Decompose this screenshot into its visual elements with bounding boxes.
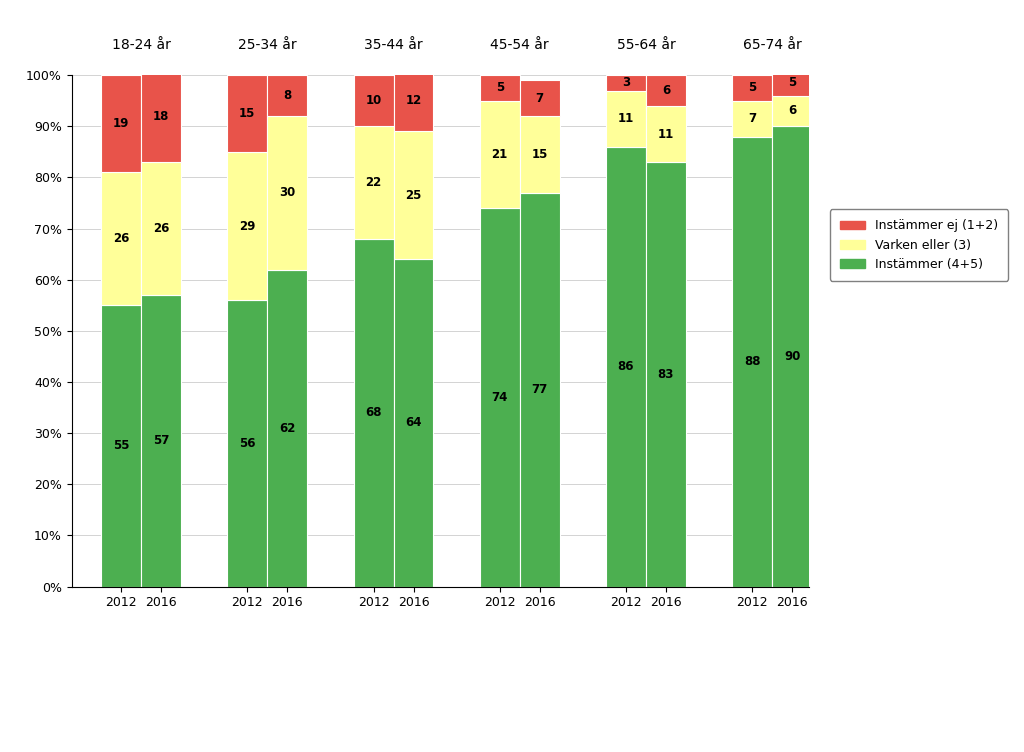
Text: 45-54 år: 45-54 år	[490, 38, 549, 52]
Bar	[772, 70, 812, 96]
Text: 5: 5	[788, 77, 797, 89]
Text: 29: 29	[240, 220, 256, 232]
Text: 5: 5	[496, 81, 504, 95]
Legend: Instämmer ej (1+2), Varken eller (3), Instämmer (4+5): Instämmer ej (1+2), Varken eller (3), In…	[830, 209, 1008, 280]
Bar	[227, 152, 267, 300]
Bar	[646, 106, 686, 162]
Bar	[353, 126, 393, 239]
Text: 30: 30	[280, 186, 295, 199]
Text: 7: 7	[749, 112, 757, 125]
Text: 19: 19	[113, 117, 129, 130]
Text: 65-74 år: 65-74 år	[742, 38, 802, 52]
Bar	[101, 172, 141, 305]
Text: 55-64 år: 55-64 år	[616, 38, 675, 52]
Text: 88: 88	[743, 355, 761, 368]
Text: 57: 57	[153, 435, 169, 447]
Bar	[480, 208, 520, 587]
Text: 5: 5	[749, 81, 757, 95]
Text: 86: 86	[617, 360, 634, 373]
Bar	[772, 126, 812, 587]
Bar	[267, 116, 307, 269]
Text: 11: 11	[657, 128, 674, 141]
Text: 3: 3	[622, 77, 630, 89]
Text: 7: 7	[536, 92, 544, 105]
Bar	[520, 116, 560, 193]
Text: 26: 26	[153, 222, 169, 235]
Bar	[646, 75, 686, 106]
Text: 6: 6	[788, 105, 797, 117]
Bar	[267, 75, 307, 116]
Text: 12: 12	[406, 94, 422, 108]
Text: 25: 25	[406, 189, 422, 202]
Bar	[772, 96, 812, 126]
Bar	[520, 80, 560, 116]
Text: 64: 64	[406, 417, 422, 429]
Bar	[393, 259, 433, 587]
Bar	[141, 162, 181, 295]
Bar	[606, 147, 646, 587]
Bar	[732, 101, 772, 137]
Text: 6: 6	[662, 84, 670, 97]
Bar	[101, 305, 141, 587]
Text: 25-34 år: 25-34 år	[238, 38, 297, 52]
Bar	[227, 75, 267, 152]
Text: 90: 90	[784, 350, 801, 363]
Text: 83: 83	[657, 368, 674, 381]
Bar	[732, 137, 772, 587]
Bar	[606, 75, 646, 90]
Text: 21: 21	[492, 148, 508, 161]
Text: 35-44 år: 35-44 år	[365, 38, 423, 52]
Bar	[480, 101, 520, 208]
Text: 18-24 år: 18-24 år	[112, 38, 171, 52]
Bar	[267, 269, 307, 587]
Bar	[732, 75, 772, 101]
Bar	[393, 132, 433, 259]
Bar	[480, 75, 520, 101]
Text: 11: 11	[617, 112, 634, 125]
Bar	[141, 70, 181, 162]
Text: 10: 10	[366, 94, 382, 108]
Bar	[646, 162, 686, 587]
Text: 15: 15	[531, 148, 548, 161]
Text: 8: 8	[284, 89, 292, 102]
Text: 26: 26	[113, 232, 129, 245]
Bar	[606, 90, 646, 147]
Bar	[520, 193, 560, 587]
Bar	[227, 300, 267, 587]
Text: 15: 15	[240, 107, 256, 120]
Text: 22: 22	[366, 176, 382, 189]
Bar	[101, 75, 141, 172]
Text: 18: 18	[153, 110, 169, 123]
Text: 77: 77	[531, 384, 548, 396]
Text: 62: 62	[280, 422, 296, 435]
Text: 56: 56	[239, 437, 256, 450]
Text: 74: 74	[492, 391, 508, 404]
Bar	[353, 75, 393, 126]
Text: 55: 55	[113, 439, 129, 453]
Bar	[393, 70, 433, 132]
Bar	[353, 239, 393, 587]
Text: 68: 68	[366, 406, 382, 419]
Bar	[141, 295, 181, 587]
